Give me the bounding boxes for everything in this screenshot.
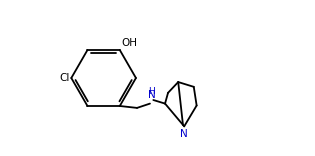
Text: Cl: Cl [59,73,69,83]
Text: H: H [148,87,155,96]
Text: OH: OH [121,38,137,48]
Text: N: N [180,129,188,139]
Text: N: N [147,90,155,100]
